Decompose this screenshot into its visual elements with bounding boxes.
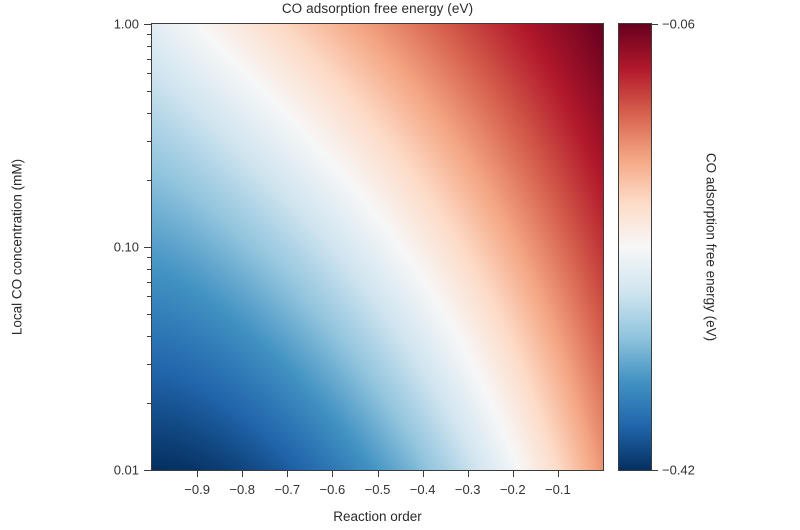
x-tick-label: −0.2 <box>499 482 526 497</box>
y-tick <box>144 247 151 248</box>
y-minor-tick <box>147 296 151 298</box>
y-tick <box>144 24 151 25</box>
x-axis-label: Reaction order <box>333 509 422 524</box>
y-axis-label: Local CO concentration (mM) <box>9 158 25 336</box>
y-minor-tick <box>147 140 151 142</box>
colorbar-tick <box>652 24 658 25</box>
x-tick <box>287 471 289 477</box>
colorbar-tick-label: −0.06 <box>662 16 695 32</box>
x-tick <box>467 471 469 477</box>
y-minor-tick <box>147 363 151 365</box>
y-tick-label: 0.01 <box>113 462 139 478</box>
x-tick <box>377 471 379 477</box>
x-tick <box>242 471 244 477</box>
x-tick-label: −0.6 <box>319 482 346 497</box>
colorbar-label: CO adsorption free energy (eV) <box>703 152 719 342</box>
colorbar-tick-label: −0.42 <box>662 462 695 478</box>
y-minor-tick <box>147 281 151 283</box>
y-minor-tick <box>147 402 151 404</box>
y-minor-tick <box>147 314 151 316</box>
y-minor-tick <box>147 73 151 75</box>
y-minor-tick <box>147 112 151 114</box>
x-tick <box>557 471 559 477</box>
y-tick-label: 0.10 <box>113 239 139 255</box>
colorbar-tick <box>652 470 658 471</box>
x-tick-label: −0.5 <box>364 482 391 497</box>
x-tick-label: −0.3 <box>454 482 481 497</box>
x-tick <box>332 471 334 477</box>
y-minor-tick <box>147 34 151 36</box>
x-tick-label: −0.1 <box>545 482 571 497</box>
y-tick <box>144 470 151 471</box>
colorbar <box>618 23 652 471</box>
x-tick <box>197 471 199 477</box>
y-minor-tick <box>147 91 151 93</box>
y-tick-label: 1.00 <box>113 16 139 32</box>
x-tick-label: −0.7 <box>274 482 301 497</box>
chart-title: CO adsorption free energy (eV) <box>281 1 474 16</box>
colorbar-gradient <box>619 24 651 470</box>
y-minor-tick <box>147 179 151 181</box>
x-tick-label: −0.4 <box>409 482 436 497</box>
x-tick <box>512 471 514 477</box>
y-minor-tick <box>147 45 151 47</box>
heatmap-canvas <box>152 24 603 470</box>
x-tick <box>422 471 424 477</box>
x-tick-label: −0.8 <box>229 482 256 497</box>
y-minor-tick <box>147 335 151 337</box>
y-minor-tick <box>147 257 151 259</box>
heatmap-plot-area <box>151 23 604 471</box>
y-minor-tick <box>147 268 151 270</box>
x-tick-label: −0.9 <box>184 482 210 497</box>
y-minor-tick <box>147 58 151 60</box>
